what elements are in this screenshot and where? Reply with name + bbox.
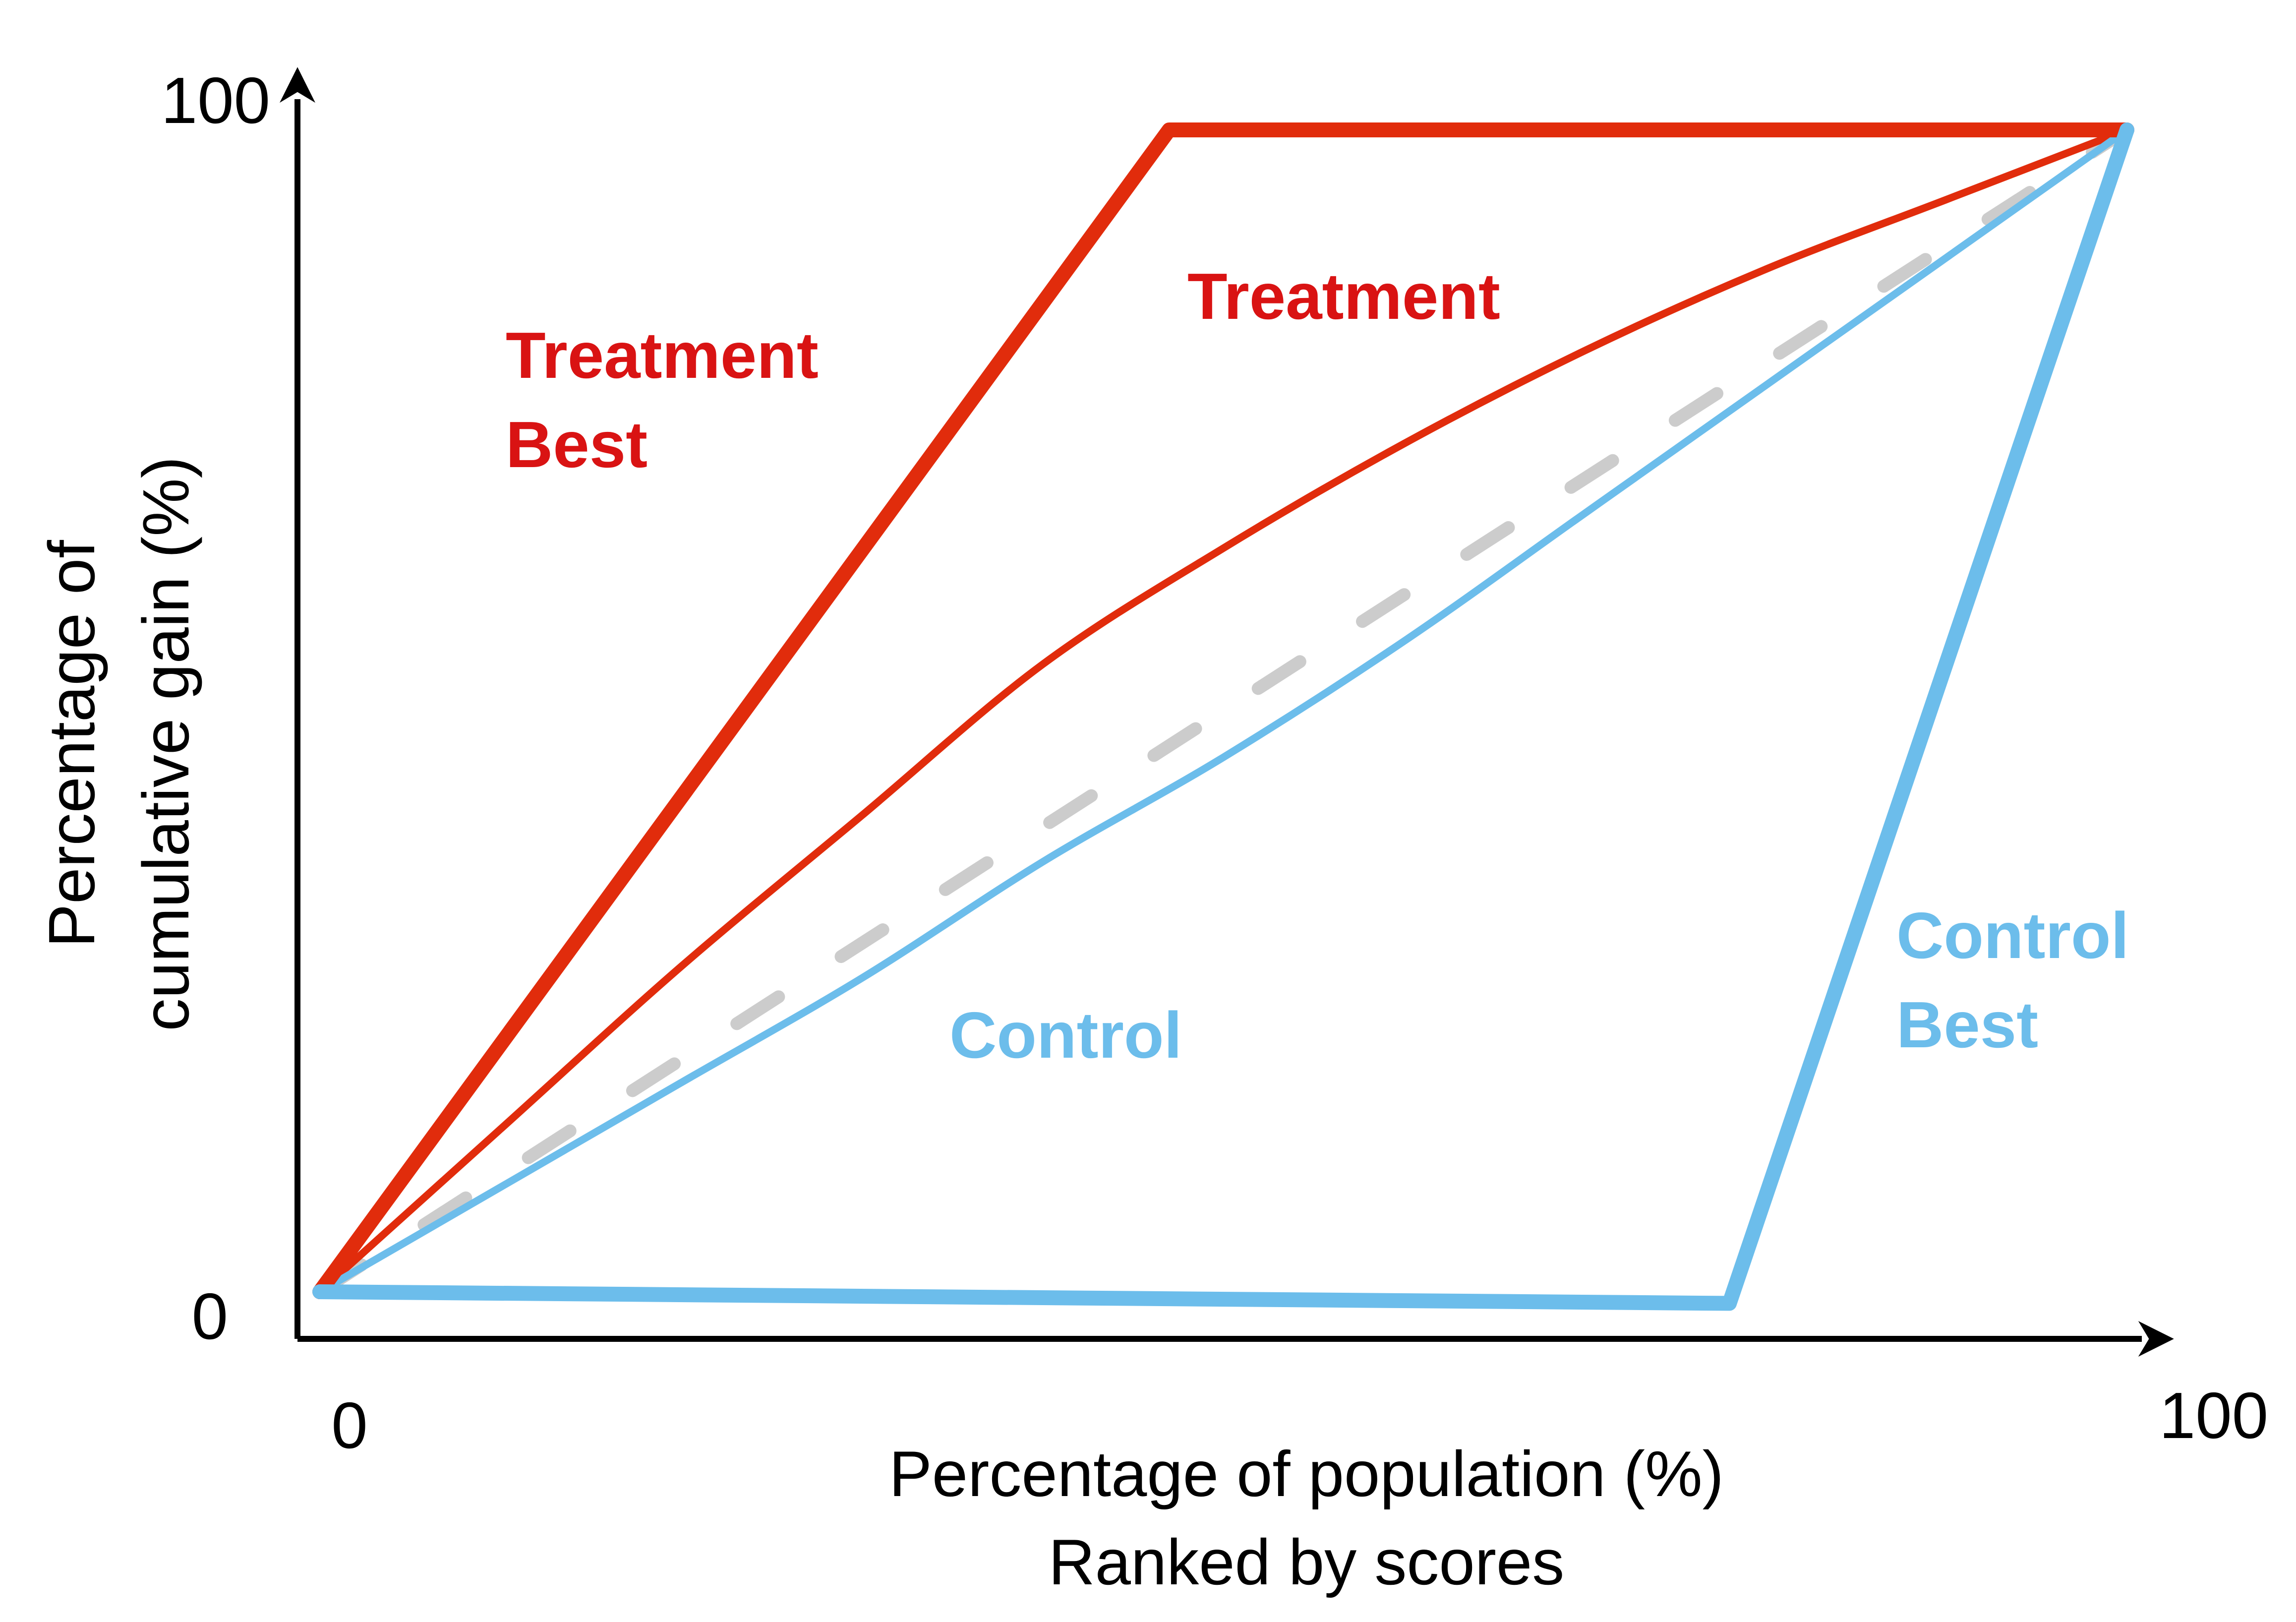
- y-tick-0: 0: [192, 1280, 228, 1353]
- x-tick-0: 0: [331, 1389, 367, 1462]
- series-label-treatment-line1: Treatment: [1187, 260, 1500, 333]
- y-axis-label-line1: Percentage of: [35, 540, 108, 948]
- series-line-control-best: [312, 122, 2134, 1311]
- series-label-treatment-best-line2: Best: [506, 408, 648, 481]
- series-line-control: [316, 126, 2131, 1296]
- series-label-control-best-line1: Control: [1896, 899, 2129, 972]
- x-tick-100: 100: [2159, 1379, 2268, 1452]
- series-label-control-best-line2: Best: [1896, 988, 2038, 1061]
- curve-labels: Treatment Best Treatment Control Control Best: [506, 260, 2129, 1072]
- series-line-random: [313, 123, 2133, 1298]
- series-line-treatment: [316, 126, 2131, 1296]
- x-axis-label-line2: Ranked by scores: [1049, 1526, 1565, 1598]
- x-axis-label: Percentage of population (%): [889, 1438, 1724, 1510]
- series-line-treatment-best: [312, 122, 2134, 1299]
- y-tick-100: 100: [161, 64, 270, 137]
- series-label-control-line1: Control: [949, 999, 1182, 1072]
- series-label-treatment-best-line1: Treatment: [506, 319, 819, 392]
- y-axis-label-line2: cumulative gain (%): [129, 456, 202, 1031]
- series-layer: [312, 122, 2134, 1311]
